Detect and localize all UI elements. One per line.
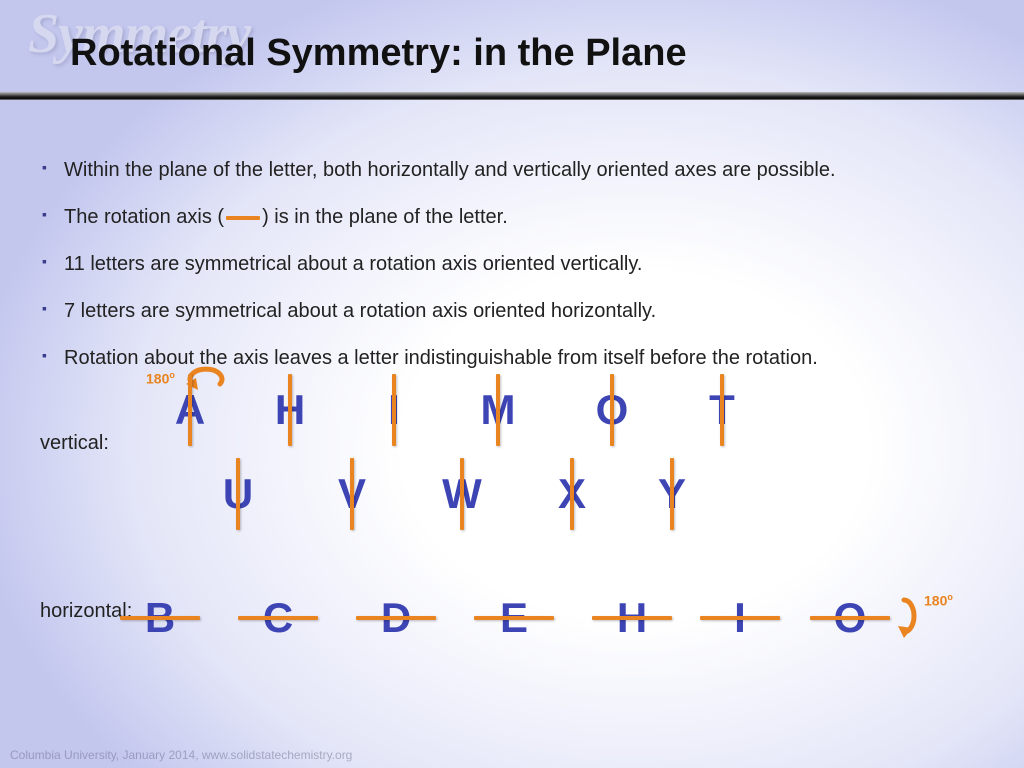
horizontal-axis-icon bbox=[356, 616, 436, 620]
vertical-axis-icon bbox=[496, 374, 500, 446]
vertical-axis-icon bbox=[460, 458, 464, 530]
vertical-axis-icon bbox=[236, 458, 240, 530]
horizontal-axis-icon bbox=[810, 616, 890, 620]
slide: Symmetry Rotational Symmetry: in the Pla… bbox=[0, 0, 1024, 768]
letters-area: vertical: horizontal: 180o 180o AHIMOTUV… bbox=[0, 0, 1024, 768]
horizontal-axis-icon bbox=[592, 616, 672, 620]
vertical-axis-icon bbox=[188, 374, 192, 446]
vertical-axis-icon bbox=[570, 458, 574, 530]
vertical-axis-icon bbox=[350, 458, 354, 530]
vertical-axis-icon bbox=[610, 374, 614, 446]
footer-text: Columbia University, January 2014, www.s… bbox=[10, 748, 352, 762]
vertical-axis-icon bbox=[720, 374, 724, 446]
rotation-180-vertical-label: 180o bbox=[146, 370, 175, 387]
horizontal-axis-icon bbox=[238, 616, 318, 620]
vertical-label: vertical: bbox=[40, 432, 109, 455]
horizontal-axis-icon bbox=[700, 616, 780, 620]
rotation-arrow-horizontal-icon bbox=[896, 592, 926, 642]
horizontal-label: horizontal: bbox=[40, 600, 132, 623]
horizontal-axis-icon bbox=[474, 616, 554, 620]
rotation-180-horizontal-label: 180o bbox=[924, 592, 953, 609]
vertical-axis-icon bbox=[670, 458, 674, 530]
vertical-axis-icon bbox=[288, 374, 292, 446]
horizontal-axis-icon bbox=[120, 616, 200, 620]
vertical-axis-icon bbox=[392, 374, 396, 446]
